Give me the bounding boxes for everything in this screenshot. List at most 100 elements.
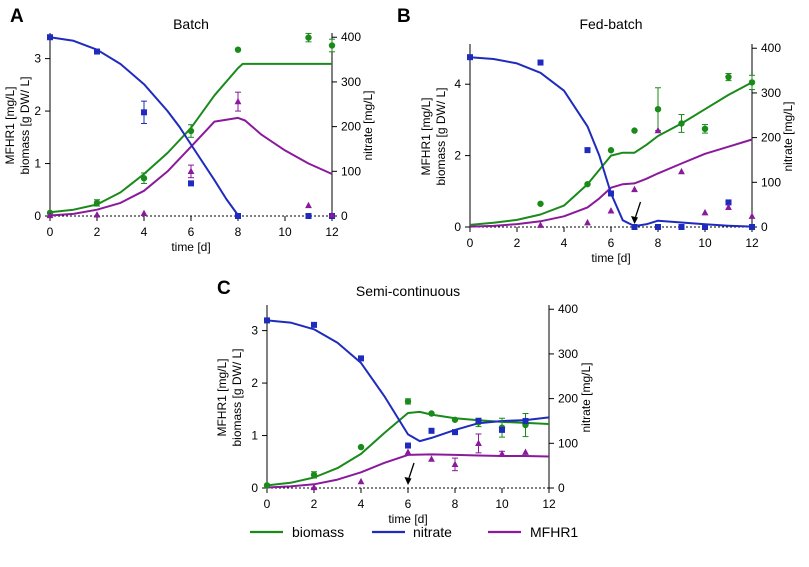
panel-a-xtick-label: 10 bbox=[278, 225, 292, 239]
panel-b-nitrate-point bbox=[537, 59, 544, 66]
panel-b-biomass-point bbox=[654, 105, 662, 113]
panel-c-biomass-point bbox=[404, 398, 412, 405]
panel-a-xtick-label: 8 bbox=[235, 225, 242, 239]
panel-b-mfhr1-point bbox=[748, 212, 756, 219]
panel-c-title: Semi-continuous bbox=[356, 283, 460, 299]
panel-b-biomass-point bbox=[631, 127, 638, 134]
panel-c-nitrate-point bbox=[264, 317, 270, 324]
panel-b-biomass-point bbox=[678, 120, 685, 127]
panel-b-mfhr1-point bbox=[701, 208, 709, 216]
panel-c-arrow-line bbox=[408, 462, 415, 479]
panel-c-xtick-label: 0 bbox=[264, 497, 271, 511]
panel-b-xtick-label: 8 bbox=[655, 236, 662, 250]
panel-c-mfhr1-point bbox=[475, 439, 482, 447]
panel-b-nitrate-point bbox=[608, 190, 614, 197]
panel-a-xlabel: time [d] bbox=[171, 240, 210, 254]
panel-b-xtick-label: 4 bbox=[561, 236, 568, 250]
panel-b-biomass-point bbox=[725, 73, 732, 81]
panel-a-xtick-label: 0 bbox=[47, 225, 54, 239]
panel-a-ytick-right-label: 0 bbox=[341, 209, 348, 223]
panel-b-mfhr1-point bbox=[725, 203, 732, 210]
panel-c-ylabel-left-1: MFHR1 [mg/L] bbox=[215, 358, 229, 436]
panel-b-nitrate-model-line bbox=[469, 56, 753, 228]
panel-a-ytick-right-label: 300 bbox=[341, 75, 361, 89]
panel-c-letter: C bbox=[217, 278, 231, 299]
panel-b-ytick-right-label: 400 bbox=[761, 41, 781, 55]
panel-c-nitrate-point bbox=[499, 426, 505, 433]
panel-b-letter: B bbox=[397, 6, 411, 27]
panel-b-xtick-label: 12 bbox=[745, 236, 759, 250]
panel-a-mfhr1-model-line bbox=[49, 116, 333, 217]
panel-c-xtick-label: 12 bbox=[542, 497, 556, 511]
panel-a-biomass-point bbox=[328, 42, 336, 49]
panel-a-ylabel-right: nitrate [mg/L] bbox=[361, 90, 375, 160]
panel-a-biomass-point bbox=[187, 127, 195, 135]
panel-b-xlabel: time [d] bbox=[591, 251, 630, 265]
panel-a-mfhr1-point bbox=[140, 209, 148, 216]
panel-a-nitrate-point bbox=[47, 34, 53, 41]
panel-c-xtick-label: 6 bbox=[405, 497, 412, 511]
panel-a-nitrate-point bbox=[94, 48, 100, 55]
panel-b-ytick-right-label: 100 bbox=[761, 175, 781, 189]
panel-a-title: Batch bbox=[173, 16, 209, 32]
panel-b-biomass-point bbox=[537, 200, 544, 207]
panel-b-arrow-head bbox=[631, 216, 638, 224]
panel-c-mfhr1-point bbox=[357, 477, 365, 485]
panel-a-xtick-label: 4 bbox=[141, 225, 148, 239]
panel-c-xtick-label: 2 bbox=[311, 497, 318, 511]
panel-c-xtick-label: 8 bbox=[452, 497, 459, 511]
panel-c-nitrate-point bbox=[522, 417, 529, 424]
panel-b-ytick-right-label: 200 bbox=[761, 131, 781, 145]
panel-b-nitrate-point bbox=[655, 224, 661, 230]
panel-b-nitrate-point bbox=[702, 224, 708, 230]
panel-c-nitrate-point bbox=[405, 442, 411, 449]
panel-a-xtick-label: 6 bbox=[188, 225, 195, 239]
panel-a-biomass-point bbox=[305, 34, 312, 41]
panel-b-title: Fed-batch bbox=[579, 16, 642, 32]
legend-mfhr1-label: MFHR1 bbox=[530, 524, 578, 540]
panel-b-mfhr1-point bbox=[537, 221, 544, 228]
panel-b-xtick-label: 6 bbox=[608, 236, 615, 250]
panel-a-ylabel-left-2: biomass [g DW/ L] bbox=[18, 76, 32, 174]
legend: biomass nitrate MFHR1 bbox=[250, 524, 578, 540]
panel-b-mfhr1-point bbox=[631, 185, 638, 193]
panel-c-ylabel-right: nitrate [mg/L] bbox=[579, 362, 593, 432]
panel-c-nitrate-point bbox=[428, 427, 435, 434]
panel-b-ytick-left-label: 2 bbox=[454, 149, 461, 163]
panel-a-biomass-model-line bbox=[49, 62, 332, 214]
panel-b-ytick-left-label: 0 bbox=[454, 220, 461, 234]
panel-a-ytick-right-label: 100 bbox=[341, 164, 361, 178]
panel-b-nitrate-point bbox=[725, 199, 732, 206]
panel-b-ylabel-left-1: MFHR1 [mg/L] bbox=[419, 97, 433, 175]
panel-b-biomass-point bbox=[607, 147, 615, 154]
panel-c-ylabel-left-2: biomass [g DW/ L] bbox=[230, 348, 244, 446]
panel-c-biomass-point bbox=[451, 416, 459, 423]
panel-a-nitrate-point bbox=[235, 213, 241, 219]
panel-c-mfhr1-point bbox=[522, 448, 529, 455]
panel-b-mfhr1-point bbox=[678, 167, 685, 175]
panel-c-biomass-point bbox=[357, 443, 365, 451]
panel-a-ytick-left-label: 0 bbox=[34, 209, 41, 223]
panel-a-ytick-left-label: 2 bbox=[34, 104, 41, 118]
panel-b-mfhr1-point bbox=[607, 207, 615, 214]
panel-a-mfhr1-point bbox=[305, 201, 312, 209]
panel-b-arrow-line bbox=[634, 201, 642, 218]
panel-a-ylabel-left-1: MFHR1 [mg/L] bbox=[3, 86, 17, 164]
panel-c-arrow-head bbox=[404, 477, 412, 485]
panel-b-ytick-left-label: 4 bbox=[454, 77, 461, 91]
panel-c-nitrate-point bbox=[358, 355, 364, 362]
panel-c-xlabel: time [d] bbox=[388, 512, 427, 526]
panel-c-biomass-point bbox=[428, 410, 435, 417]
panel-c-nitrate-point bbox=[452, 429, 458, 436]
panel-b-biomass-point bbox=[748, 79, 756, 86]
panel-a-ytick-left-label: 3 bbox=[34, 52, 41, 66]
panel-c-nitrate-model-line bbox=[266, 319, 550, 443]
legend-nitrate-label: nitrate bbox=[413, 524, 452, 540]
panel-b-mfhr1-model-line bbox=[469, 138, 753, 228]
panel-c-mfhr1-point bbox=[428, 455, 435, 462]
panel-b-nitrate-point bbox=[678, 224, 685, 230]
